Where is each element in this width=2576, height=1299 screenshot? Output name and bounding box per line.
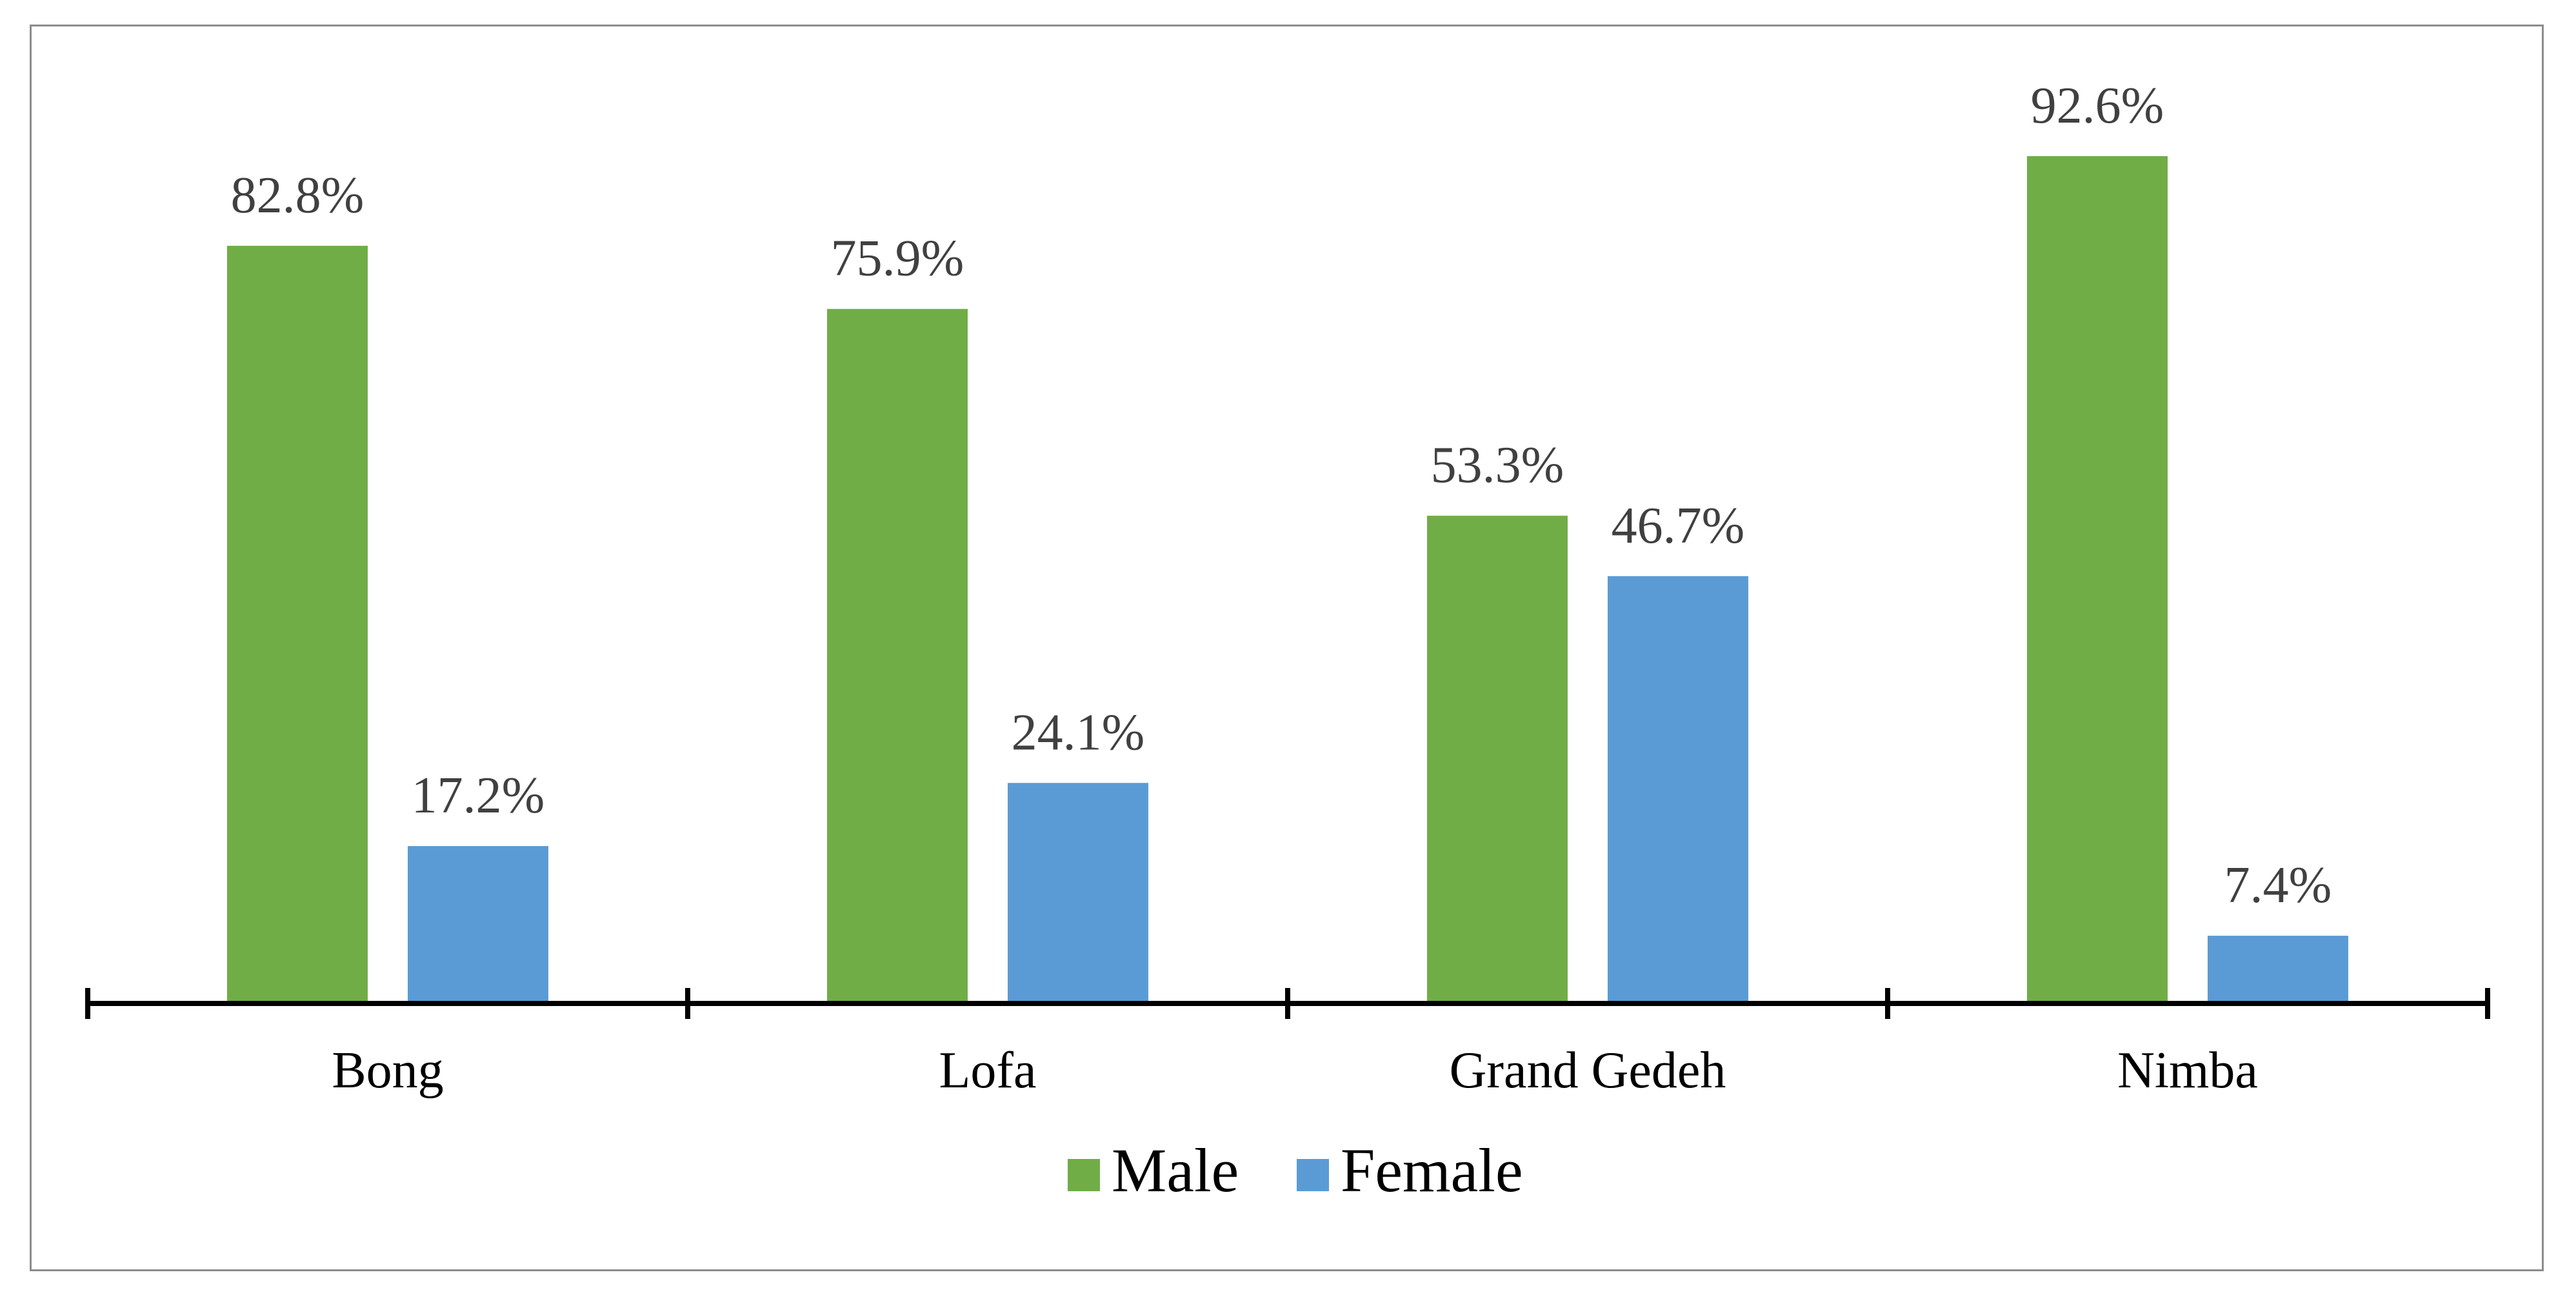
x-tick-label-nimba: Nimba [2117, 1042, 2258, 1099]
bar-male-lofa [827, 308, 968, 1003]
legend: Male Female [1068, 1136, 1523, 1205]
data-label-female-grand-gedeh: 46.7% [1612, 498, 1745, 554]
bar-female-nimba [2208, 936, 2348, 1003]
legend-swatch-male [1068, 1159, 1100, 1191]
legend-label-male: Male [1112, 1136, 1239, 1205]
legend-swatch-female [1297, 1159, 1329, 1191]
data-label-female-bong: 17.2% [412, 767, 545, 824]
data-label-female-nimba: 7.4% [2224, 857, 2332, 914]
bar-female-grand-gedeh [1608, 576, 1748, 1003]
x-tick-label-bong: Bong [332, 1042, 443, 1099]
x-tick-label-grand-gedeh: Grand Gedeh [1450, 1042, 1726, 1099]
bar-male-grand-gedeh [1427, 516, 1568, 1003]
bar-female-bong [408, 846, 548, 1003]
bar-male-bong [227, 245, 368, 1003]
bar-female-lofa [1008, 783, 1148, 1003]
data-label-male-bong: 82.8% [231, 167, 364, 224]
bar-male-nimba [2027, 156, 2168, 1003]
data-label-male-nimba: 92.6% [2031, 77, 2164, 134]
bars-layer [227, 156, 2348, 1003]
legend-label-female: Female [1341, 1136, 1523, 1205]
x-tick-labels: Bong Lofa Grand Gedeh Nimba [332, 1042, 2258, 1099]
data-label-female-lofa: 24.1% [1012, 704, 1145, 761]
x-tick-label-lofa: Lofa [939, 1042, 1036, 1099]
x-axis [85, 988, 2490, 1019]
bar-labels-layer: 82.8% 17.2% 75.9% 24.1% 53.3% 46.7% 92.6% 7.4% [231, 77, 2332, 914]
data-label-male-grand-gedeh: 53.3% [1431, 437, 1564, 494]
data-label-male-lofa: 75.9% [831, 230, 964, 287]
